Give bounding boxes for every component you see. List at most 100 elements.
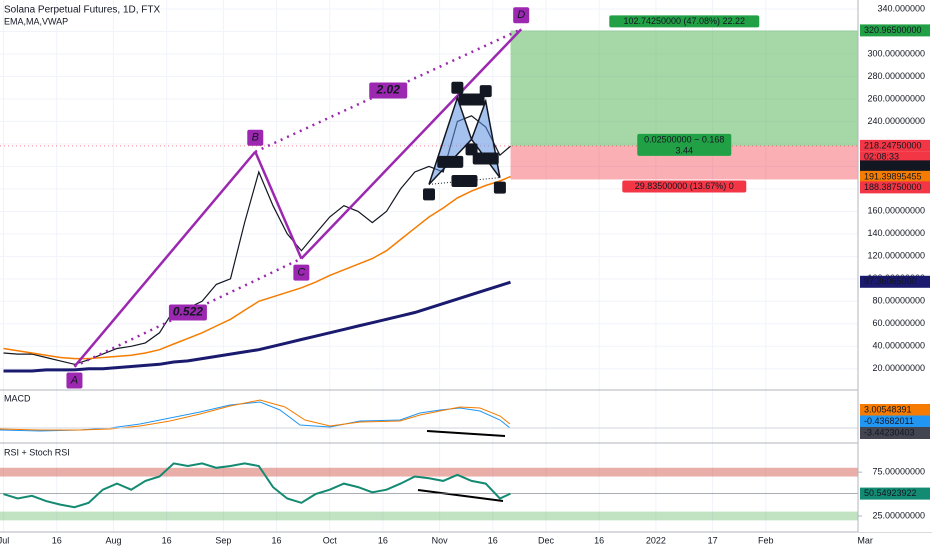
price-badge-label: -3.44230403 xyxy=(864,427,915,437)
chart-title: Solana Perpetual Futures, 1D, FTX xyxy=(4,5,161,16)
rsi-band xyxy=(0,467,858,477)
y-tick-label: 140.00000000 xyxy=(867,228,925,238)
pattern-ratio-line xyxy=(471,139,501,178)
pattern-point-label: A xyxy=(454,82,461,92)
x-tick-label: 16 xyxy=(378,535,388,545)
pattern-point-label: D xyxy=(517,9,525,21)
price-badge xyxy=(860,139,930,152)
x-tick-label: Sep xyxy=(215,535,231,545)
rsi-title: RSI + Stoch RSI xyxy=(4,447,70,457)
risk-reward-label: 3.44 xyxy=(676,145,694,155)
x-tick-label: Mar xyxy=(857,535,873,545)
pattern-point-label: C xyxy=(297,266,305,278)
price-badge xyxy=(860,427,930,439)
divergence-line xyxy=(417,489,504,502)
ratio-badge xyxy=(472,152,499,165)
y-tick-label: 40.00000000 xyxy=(872,341,925,351)
x-tick-label: 16 xyxy=(594,535,604,545)
ratio-badge xyxy=(451,175,478,188)
price-badge-label: 188.38750000 xyxy=(864,182,922,192)
rsi-series xyxy=(3,462,511,509)
pattern-point-badge xyxy=(513,7,530,24)
price-badge xyxy=(860,24,930,37)
y-tick-label: 340.000000 xyxy=(877,3,925,13)
pattern-leg xyxy=(300,28,523,260)
pattern-point-badge xyxy=(66,372,83,389)
pattern-leg xyxy=(73,150,257,368)
pattern-point-label: C xyxy=(482,86,489,96)
x-tick-label: Dec xyxy=(538,535,555,545)
pattern-point-badge xyxy=(493,181,506,194)
pattern-point-label: B xyxy=(252,132,259,144)
series-line xyxy=(3,280,511,373)
macd-title: MACD xyxy=(4,393,31,403)
pattern-ratio: 2.102 xyxy=(473,153,497,163)
pattern-point-badge xyxy=(293,264,310,281)
countdown: 02:08:33 xyxy=(864,151,899,161)
target-label: 102.74250000 (47.08%) 22.22 xyxy=(623,16,745,26)
x-tick-label: Nov xyxy=(432,535,449,545)
price-badge xyxy=(860,170,930,183)
pattern-ratio: 0.886 xyxy=(453,175,477,185)
y-tick-label: 240.00000000 xyxy=(867,116,925,126)
price-badge-label: 191.39895455 xyxy=(864,171,922,181)
pattern-ratio: 0.52 xyxy=(442,156,460,166)
price-badge xyxy=(860,275,930,288)
indicator-list: EMA,MA,VWAP xyxy=(4,16,68,26)
target-zone xyxy=(510,30,858,146)
axis-layer: Jul 16 Aug 16 Sep 16 Oct 16 Nov 16 Dec 16 2022 17 Feb M… xyxy=(0,3,930,545)
ratio-badge xyxy=(369,82,408,99)
price-axis xyxy=(858,0,932,532)
rsi-band xyxy=(0,511,858,521)
x-tick-label: 16 xyxy=(272,535,282,545)
main-layer: 102.74250000 (47.08%) 22.22 0.02500000 ~ … xyxy=(0,7,858,509)
stop-label: 29.83500000 (13.67%) 0 xyxy=(635,181,734,191)
y-tick-label: 60.00000000 xyxy=(872,318,925,328)
price-badge-label: 3.00548391 xyxy=(864,404,912,414)
price-badge-label: 218.22250000 xyxy=(864,161,922,171)
price-badge-label: 97.36065000 xyxy=(864,276,917,286)
price-badge xyxy=(860,415,930,428)
series-line xyxy=(3,175,511,360)
y-tick-label: 80.00000000 xyxy=(872,296,925,306)
x-tick-label: 16 xyxy=(52,535,62,545)
price-badge-label: 50.54923922 xyxy=(864,488,917,498)
price-badge-label: -0.43682011 xyxy=(864,416,914,426)
price-badge-label: 320.96500000 xyxy=(864,25,922,35)
divergence-line xyxy=(426,430,506,437)
pattern-leg xyxy=(254,151,303,260)
macd-line xyxy=(0,401,511,432)
ratio-badge xyxy=(168,304,207,321)
pattern-point-label: D xyxy=(497,182,504,192)
y-tick-label: 160.00000000 xyxy=(867,206,925,216)
pattern-point-label: A xyxy=(70,374,78,386)
pattern-point-badge xyxy=(451,81,464,94)
pattern-ratio: 0.636 xyxy=(460,94,484,104)
y-tick-label: 120.00000000 xyxy=(867,251,925,261)
pattern-point-label: B xyxy=(468,144,475,154)
ratio-badge xyxy=(437,155,464,168)
x-tick-label: 16 xyxy=(488,535,498,545)
pattern-point-badge xyxy=(423,188,435,201)
x-tick-label: Feb xyxy=(758,535,774,545)
price-badge xyxy=(860,487,930,500)
ratio-badge xyxy=(458,93,485,106)
x-tick-label: Aug xyxy=(105,535,121,545)
rsi-tick-label: 25.00000000 xyxy=(872,510,925,520)
x-tick-label: 17 xyxy=(708,535,718,545)
pattern-ratio: 0.522 xyxy=(173,305,203,319)
ratio-label: 0.02500000 ~ 0.168 xyxy=(644,134,724,144)
price-badge xyxy=(860,160,930,173)
pattern-point-label: X xyxy=(426,189,432,199)
position-label-bg xyxy=(637,133,732,156)
pattern-point-badge xyxy=(247,129,264,146)
price-badge-label: 218.24750000 xyxy=(864,140,922,150)
x-tick-label: Jul xyxy=(0,535,9,545)
x-tick-label: 2022 xyxy=(646,535,666,545)
rsi-line xyxy=(3,462,511,509)
price-badge xyxy=(860,404,930,416)
pattern-point-badge xyxy=(479,85,492,98)
pattern-point-badge xyxy=(465,143,478,156)
